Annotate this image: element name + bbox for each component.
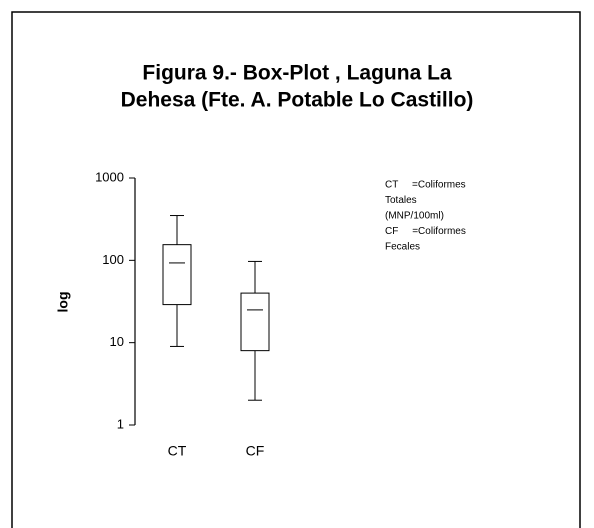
y-tick-label: 1 — [117, 416, 124, 431]
chart-title: Figura 9.- Box-Plot , Laguna La — [142, 62, 452, 85]
legend-text: (MNP/100ml) — [385, 211, 444, 222]
y-axis-title: log — [55, 292, 71, 313]
chart-title: Dehesa (Fte. A. Potable Lo Castillo) — [121, 89, 474, 112]
legend-text: CT =Coliformes — [385, 180, 466, 191]
x-tick-label: CF — [246, 443, 265, 459]
y-tick-label: 100 — [102, 252, 124, 267]
legend-text: Totales — [385, 195, 417, 206]
legend-text: CF =Coliformes — [385, 226, 466, 237]
box — [162, 244, 192, 306]
box — [240, 292, 270, 352]
frame — [11, 11, 581, 528]
legend-text: Fecales — [385, 242, 420, 253]
y-tick-label: 10 — [110, 334, 124, 349]
y-tick-label: 1000 — [95, 169, 124, 184]
x-tick-label: CT — [168, 443, 187, 459]
